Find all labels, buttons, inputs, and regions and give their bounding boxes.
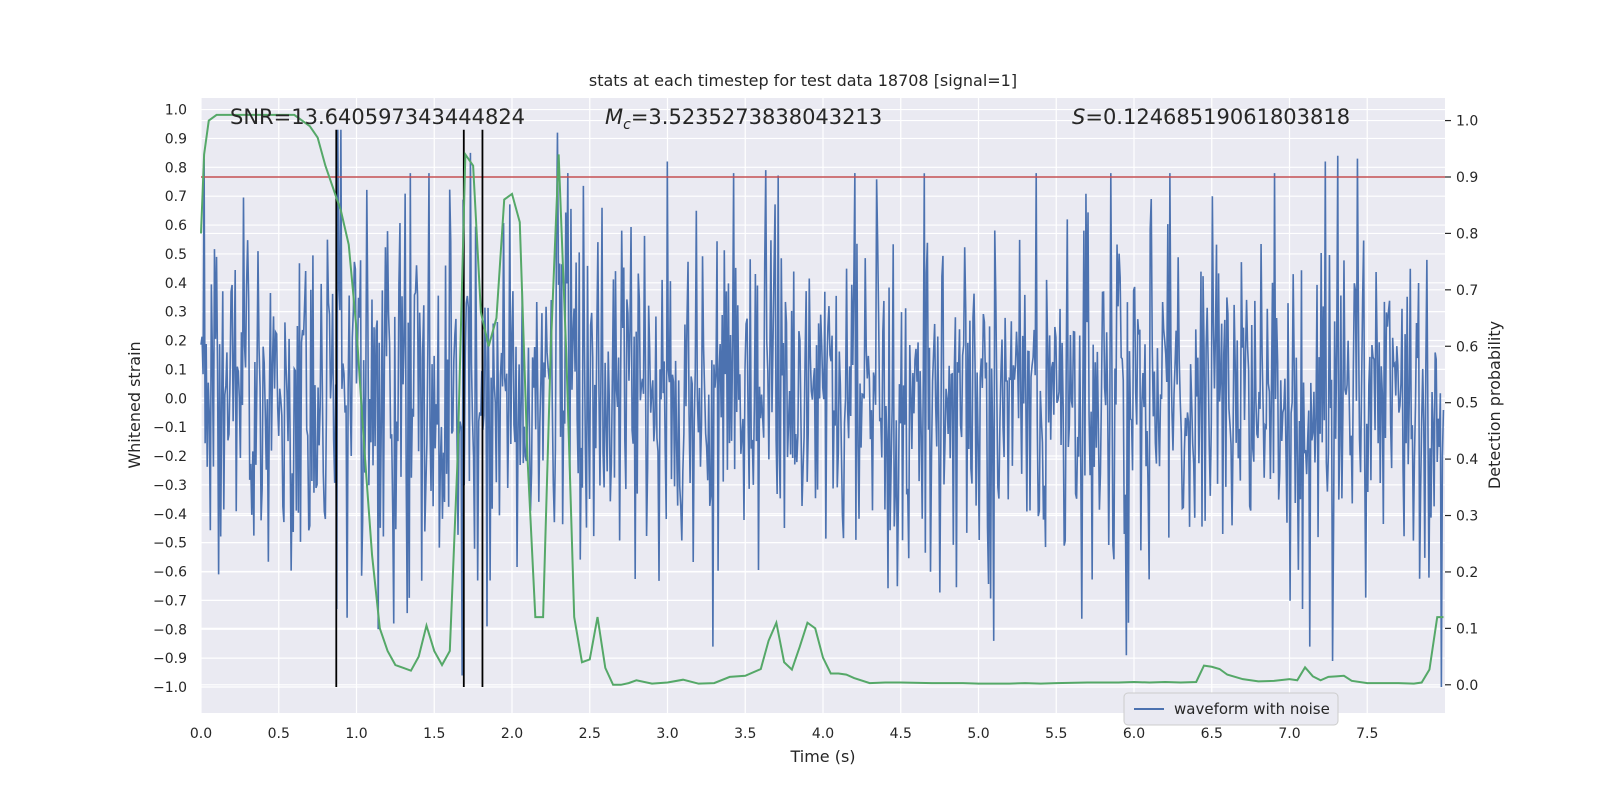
y-tick-label: −0.1 [153, 420, 187, 436]
x-tick-label: 0.5 [268, 726, 290, 742]
y-tick-label: −0.5 [153, 536, 187, 552]
x-tick-label: 4.5 [890, 726, 912, 742]
y-tick-label: 0.7 [165, 189, 187, 205]
y2-tick-label: 0.0 [1456, 678, 1478, 694]
y-tick-label: 0.1 [165, 362, 187, 378]
x-tick-label: 4.0 [812, 726, 834, 742]
x-tick-label: 7.5 [1356, 726, 1378, 742]
x-axis-label: Time (s) [789, 747, 855, 766]
snr-annotation: SNR=13.640597343444824 [230, 105, 525, 129]
s-annotation: S=0.12468519061803818 [1072, 105, 1350, 129]
y2-tick-label: 0.6 [1456, 339, 1478, 355]
y2-tick-label: 0.7 [1456, 283, 1478, 299]
mc-annotation: Mc=3.5235273838043213 [605, 105, 882, 133]
x-tick-label: 0.0 [190, 726, 212, 742]
series-waveform-with-noise [200, 129, 1445, 688]
y2-tick-label: 0.9 [1456, 170, 1478, 186]
x-tick-label: 2.0 [501, 726, 523, 742]
x-tick-label: 6.0 [1123, 726, 1145, 742]
y2-tick-label: 0.2 [1456, 565, 1478, 581]
x-tick-label: 6.5 [1201, 726, 1223, 742]
y-tick-label: 0.0 [165, 391, 187, 407]
y2-tick-label: 0.8 [1456, 226, 1478, 242]
y-tick-label: −0.9 [153, 651, 187, 667]
x-tick-label: 3.0 [656, 726, 678, 742]
s-symbol: S [1072, 105, 1085, 129]
x-tick-label: 5.5 [1045, 726, 1067, 742]
x-tick-label: 3.5 [734, 726, 756, 742]
y2-tick-label: 0.5 [1456, 396, 1478, 412]
legend: waveform with noise [1123, 692, 1339, 726]
x-tick-label: 1.5 [423, 726, 445, 742]
mc-symbol: M [605, 105, 623, 129]
y-tick-label: −0.6 [153, 565, 187, 581]
y-tick-label: 1.0 [165, 103, 187, 119]
mc-subscript: c [623, 117, 631, 133]
y2-tick-label: 0.4 [1456, 452, 1478, 468]
y2-tick-label: 0.3 [1456, 509, 1478, 525]
waveform-trace [200, 129, 1445, 688]
y-tick-label: 0.8 [165, 160, 187, 176]
y-tick-label: −0.7 [153, 593, 187, 609]
x-tick-label: 5.0 [967, 726, 989, 742]
y2-axis-label: Detection probability [1485, 321, 1504, 489]
series-detection-probability [200, 113, 1444, 686]
axis-ticks: 0.0 0.5 1.0 1.5 2.0 2.5 3.0 3.5 4.0 4.5 5.0 5.5 6.0 6… [153, 103, 1478, 742]
y-tick-label: −1.0 [153, 680, 187, 696]
x-tick-label: 7.0 [1278, 726, 1300, 742]
y-tick-label: 0.9 [165, 131, 187, 147]
legend-box [1123, 692, 1339, 726]
chart-title: stats at each timestep for test data 187… [589, 71, 1017, 90]
s-value: =0.12468519061803818 [1085, 105, 1350, 129]
x-tick-label: 2.5 [579, 726, 601, 742]
detection-probability-line [200, 113, 1444, 686]
y2-tick-label: 0.1 [1456, 621, 1478, 637]
y-tick-label: 0.3 [165, 305, 187, 321]
y-tick-label: −0.3 [153, 478, 187, 494]
y-tick-label: 0.6 [165, 218, 187, 234]
y-tick-label: 0.5 [165, 247, 187, 263]
y-tick-label: −0.4 [153, 507, 187, 523]
y-tick-label: −0.8 [153, 622, 187, 638]
y-tick-label: −0.2 [153, 449, 187, 465]
y-axis-label: Whitened strain [125, 341, 144, 468]
y-tick-label: 0.2 [165, 334, 187, 350]
y-tick-label: 0.4 [165, 276, 187, 292]
mc-value: =3.5235273838043213 [631, 105, 882, 129]
y2-tick-label: 1.0 [1456, 114, 1478, 130]
x-tick-label: 1.0 [345, 726, 367, 742]
legend-label: waveform with noise [1174, 700, 1330, 718]
